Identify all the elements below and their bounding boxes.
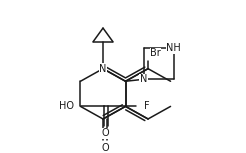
Text: F: F: [143, 101, 149, 111]
Text: NH: NH: [166, 43, 181, 53]
Text: HO: HO: [59, 101, 74, 111]
Text: N: N: [99, 64, 107, 74]
Text: O: O: [101, 143, 109, 153]
Text: N: N: [140, 74, 147, 84]
Text: O: O: [102, 129, 109, 138]
Text: Br: Br: [150, 48, 161, 58]
